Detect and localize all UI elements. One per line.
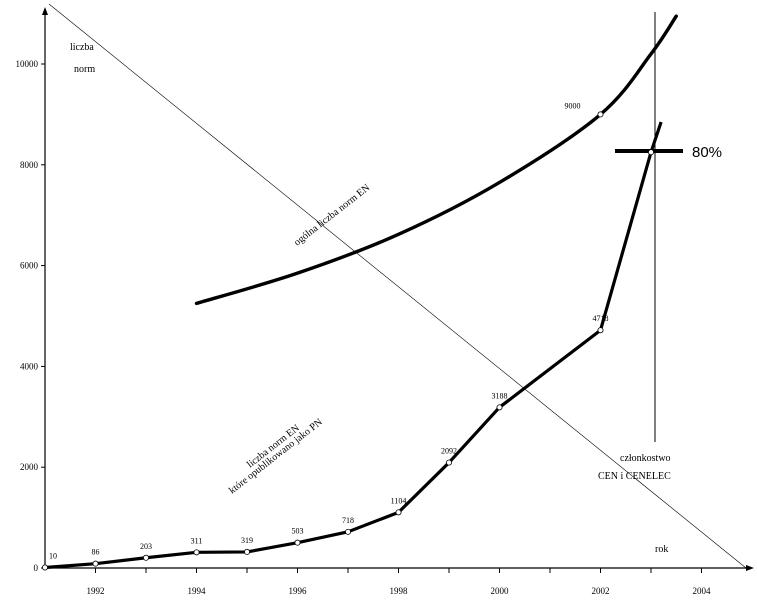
x-tick-label: 1996: [289, 586, 308, 596]
series-adopted-data-label: 718: [342, 516, 354, 525]
labels-layer: 10 86 203 311 319 503 718 1104 2092 3188 4718 9000: [49, 101, 609, 560]
x-tick-label: 1992: [87, 586, 105, 596]
eighty-percent-label: 80%: [692, 144, 722, 161]
series-adopted-data-label: 203: [140, 542, 152, 551]
x-tick-label: 1994: [188, 586, 207, 596]
crossing-point: [648, 149, 655, 156]
y-tick-label: 0: [34, 563, 39, 573]
x-axis-label: rok: [655, 544, 668, 555]
x-tick-label: 2000: [491, 586, 510, 596]
series-adopted-point: [445, 459, 452, 466]
axes: [42, 7, 754, 571]
series-adopted-point: [42, 564, 49, 571]
series-adopted-line: [44, 121, 663, 570]
x-tick-label: 2004: [693, 586, 712, 596]
series-adopted-point: [344, 528, 351, 535]
membership-annotation-line2: CEN i CENELEC: [598, 471, 671, 482]
ticks: 1992 1994 1996 1998 2000 2002 2004 0 2000 4000 600…: [16, 59, 712, 596]
series-total-point: [597, 111, 604, 118]
total-curve-annotation: ogólna liczba norm EN: [292, 182, 372, 248]
x-axis-arrowhead: [746, 565, 754, 571]
series-adopted-point: [92, 560, 99, 567]
y-tick-label: 2000: [20, 462, 39, 472]
series-total-curve: [194, 14, 678, 306]
x-tick-label: 2002: [592, 586, 610, 596]
series-adopted-data-label: 319: [241, 536, 253, 545]
series-layer: [42, 14, 678, 571]
series-adopted-data-label: 1104: [391, 496, 407, 505]
x-tick-label: 1998: [390, 586, 409, 596]
series-adopted-data-label: 503: [292, 527, 304, 536]
adopted-annotation-line2: które opublikowano jako PN: [227, 417, 325, 497]
series-adopted-point: [142, 554, 149, 561]
series-adopted-point: [243, 548, 250, 555]
y-tick-label: 10000: [16, 59, 39, 69]
y-tick-label: 4000: [20, 361, 39, 371]
series-adopted-data-label: 10: [49, 551, 57, 560]
series-adopted-data-label: 4718: [593, 314, 609, 323]
series-adopted-data-label: 2092: [441, 447, 457, 456]
y-tick-label: 8000: [20, 160, 39, 170]
series-adopted-point: [496, 404, 503, 411]
y-tick-label: 6000: [20, 261, 39, 271]
series-total-data-label: 9000: [565, 101, 581, 110]
y-axis-label-line2: norm: [74, 64, 95, 75]
membership-annotation-line1: członkostwo: [620, 453, 671, 464]
series-adopted-data-label: 3188: [492, 391, 508, 400]
y-axis-label-line1: liczba: [70, 42, 94, 53]
series-adopted-data-label: 86: [92, 548, 100, 557]
series-adopted-point: [597, 327, 604, 334]
series-adopted-data-label: 311: [191, 536, 203, 545]
diagonal-guide-line: [48, 3, 747, 569]
series-adopted-point: [193, 549, 200, 556]
series-adopted-point: [294, 539, 301, 546]
y-axis-arrowhead: [42, 7, 48, 15]
series-adopted-point: [395, 509, 402, 516]
